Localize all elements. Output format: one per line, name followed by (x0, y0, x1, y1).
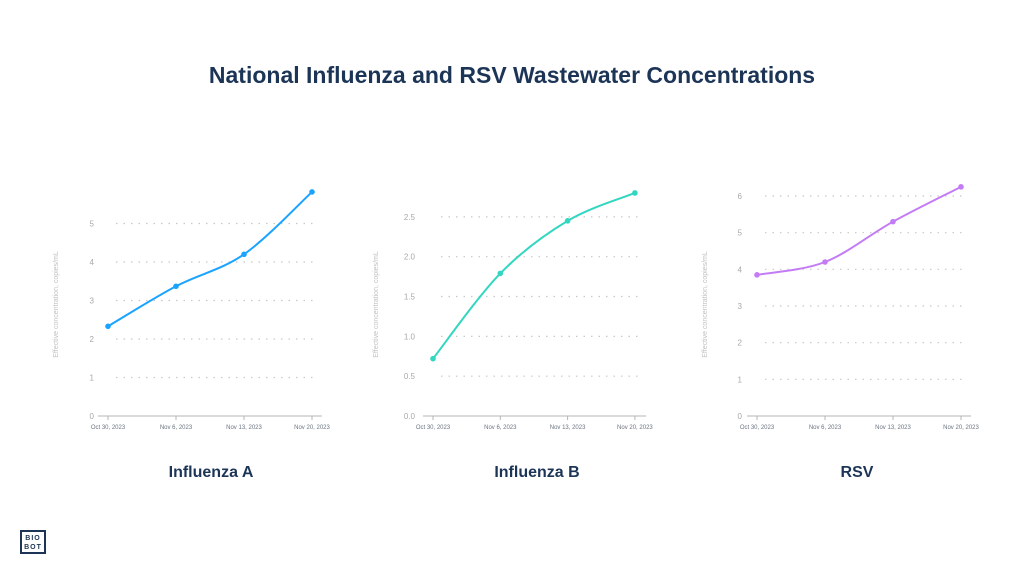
series-line (432, 192, 636, 360)
y-tick-label: 2 (738, 339, 743, 348)
x-tick-label: Nov 13, 2023 (550, 425, 586, 431)
page-title: National Influenza and RSV Wastewater Co… (208, 62, 816, 88)
y-tick-label: 2.5 (404, 213, 416, 222)
x-tick-label: Oct 30, 2023 (416, 425, 451, 431)
y-tick-label: 6 (738, 192, 743, 201)
x-tick-label: Nov 6, 2023 (484, 425, 517, 431)
chart-title-influenza-a: Influenza A (168, 464, 254, 481)
y-tick-label: 1.0 (404, 332, 416, 341)
x-tick-label: Oct 30, 2023 (740, 425, 775, 431)
y-tick-label: 5 (738, 229, 743, 238)
x-tick-label: Nov 20, 2023 (617, 425, 653, 431)
y-axis-label: Effective concentration, copies/mL (53, 251, 60, 358)
data-point (958, 184, 964, 190)
y-tick-label: 4 (738, 265, 743, 274)
y-tick-label: 3 (738, 302, 743, 311)
y-axis-label: Effective concentration, copies/mL (702, 251, 709, 358)
x-tick-label: Nov 6, 2023 (160, 425, 193, 431)
y-tick-label: 0.5 (404, 372, 416, 381)
x-tick-label: Nov 20, 2023 (294, 425, 330, 431)
data-point (632, 190, 638, 196)
data-point (822, 259, 828, 265)
series-line (107, 191, 313, 328)
y-tick-label: 2 (90, 335, 95, 344)
y-tick-label: 1 (738, 375, 743, 384)
y-tick-label: 1.5 (404, 293, 416, 302)
series-line (756, 185, 962, 276)
y-tick-label: 3 (90, 297, 95, 306)
y-tick-label: 5 (90, 220, 95, 229)
y-tick-label: 0.0 (404, 412, 416, 421)
data-point (309, 189, 315, 195)
biobot-logo: BIO BOT (20, 530, 46, 554)
x-tick-label: Nov 13, 2023 (875, 425, 911, 431)
y-tick-label: 1 (90, 374, 95, 383)
y-tick-label: 0 (738, 412, 743, 421)
y-tick-label: 0 (90, 412, 95, 421)
x-tick-label: Nov 20, 2023 (943, 425, 979, 431)
data-point (173, 283, 179, 290)
chart-title-rsv: RSV (840, 464, 874, 481)
y-tick-label: 4 (90, 258, 95, 267)
data-point (564, 218, 571, 224)
data-point (754, 272, 760, 278)
data-point (241, 251, 247, 258)
data-point (890, 218, 896, 225)
x-tick-label: Nov 6, 2023 (809, 425, 842, 431)
y-axis-label: Effective concentration, copies/mL (373, 251, 380, 358)
data-point (105, 323, 111, 330)
data-point (430, 355, 436, 362)
chart-title-influenza-b: Influenza B (494, 464, 580, 481)
y-tick-label: 2.0 (404, 253, 416, 262)
x-tick-label: Oct 30, 2023 (91, 425, 126, 431)
data-point (497, 270, 504, 277)
x-tick-label: Nov 13, 2023 (226, 425, 262, 431)
